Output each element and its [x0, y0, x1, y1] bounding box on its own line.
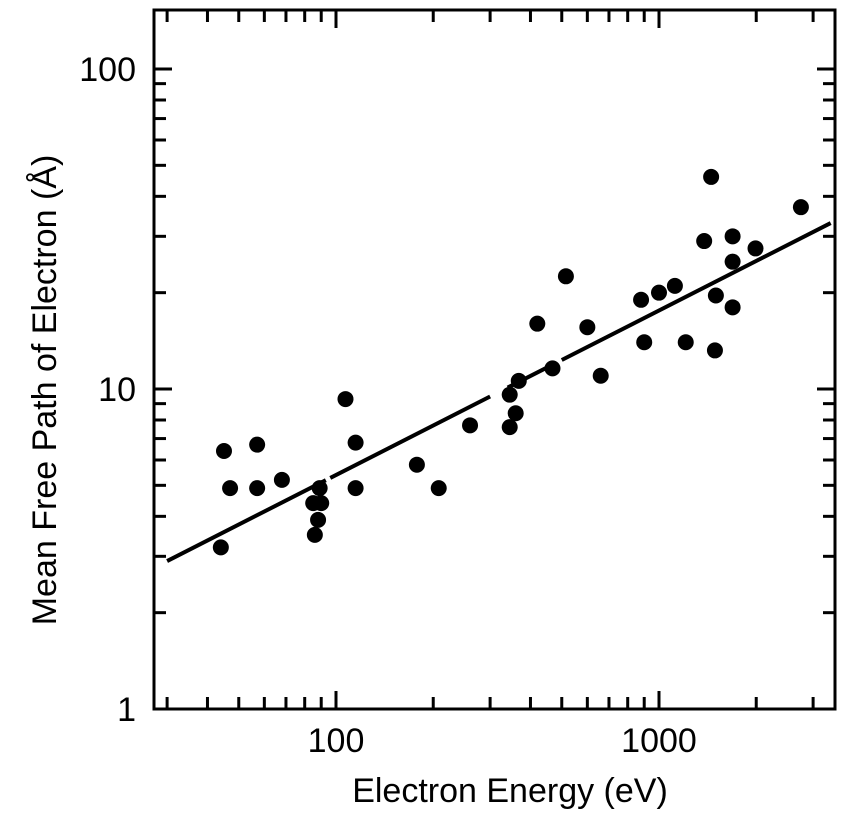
data-point	[677, 334, 694, 351]
data-point	[636, 334, 653, 351]
x-axis-title: Electron Energy (eV)	[352, 772, 668, 810]
data-point	[703, 168, 720, 185]
data-point	[792, 199, 809, 216]
data-point	[529, 315, 546, 332]
data-point	[310, 511, 327, 528]
data-point	[507, 405, 524, 422]
data-point	[311, 480, 328, 497]
data-point	[592, 367, 609, 384]
x-axis-ticks	[165, 10, 815, 709]
data-point	[430, 480, 447, 497]
y-tick-label: 10	[98, 371, 136, 409]
data-point	[706, 342, 723, 359]
data-point	[347, 480, 364, 497]
data-point	[313, 495, 330, 512]
data-point	[557, 268, 574, 285]
data-point	[501, 386, 518, 403]
fit-line	[166, 221, 832, 563]
fit-line-segment	[560, 221, 832, 362]
data-point	[501, 419, 518, 436]
data-point	[347, 434, 364, 451]
y-axis-ticks	[154, 67, 835, 615]
x-tick-label: 1000	[621, 722, 697, 760]
y-tick-label: 100	[79, 51, 136, 89]
fit-line-segment	[166, 478, 327, 563]
data-point	[212, 539, 229, 556]
data-point	[215, 443, 232, 460]
data-point	[724, 253, 741, 270]
data-point	[222, 480, 239, 497]
data-point	[510, 372, 527, 389]
y-tick-label: 1	[117, 691, 136, 729]
x-axis-tick-labels: 100 1000	[308, 722, 697, 760]
data-point	[707, 287, 724, 304]
data-point	[249, 436, 266, 453]
data-point	[633, 291, 650, 308]
data-point	[724, 228, 741, 245]
data-point	[579, 319, 596, 336]
data-point	[724, 299, 741, 316]
data-point	[249, 480, 266, 497]
data-point	[408, 456, 425, 473]
x-tick-label: 100	[308, 722, 365, 760]
y-axis-tick-labels: 1 10 100	[79, 51, 136, 729]
data-point	[651, 284, 667, 301]
plot-frame	[152, 8, 837, 711]
data-point	[544, 360, 561, 377]
y-axis-title: Mean Free Path of Electron (Å)	[26, 155, 64, 626]
data-point	[747, 240, 764, 257]
data-point	[306, 526, 323, 543]
data-points	[212, 168, 809, 556]
data-point	[666, 277, 683, 294]
fit-line-segment	[329, 394, 492, 480]
data-point	[462, 417, 479, 434]
data-point	[696, 233, 713, 250]
data-point	[273, 471, 290, 488]
data-point	[337, 391, 354, 408]
